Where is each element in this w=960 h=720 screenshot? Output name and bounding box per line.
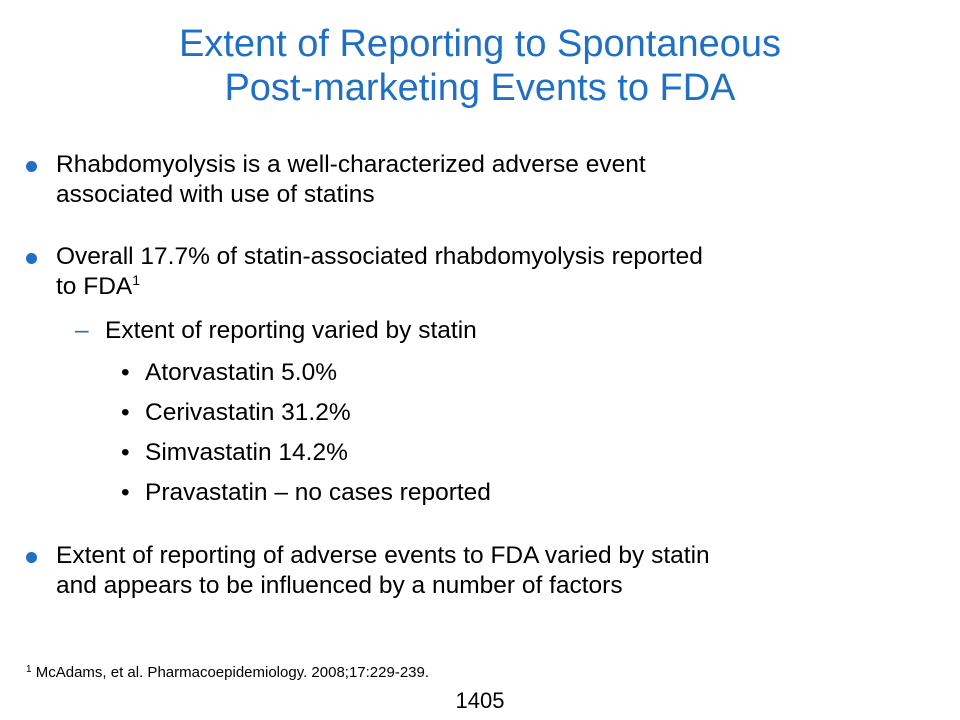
statin-item-4: • Pravastatin – no cases reported: [121, 478, 491, 508]
bullet-line: Rhabdomyolysis is a well-characterized a…: [56, 151, 646, 178]
footnote-reference: 1: [132, 272, 141, 288]
bullet-line: associated with use of statins: [56, 181, 375, 208]
slide-title: Extent of Reporting to Spontaneous Post-…: [40, 22, 920, 110]
bullet-line: to FDA: [56, 273, 133, 300]
statin-item-text: Atorvastatin 5.0%: [145, 359, 338, 386]
footnote-marker: 1: [26, 664, 32, 675]
statin-item-text: Simvastatin 14.2%: [145, 439, 348, 466]
bullet-line: Extent of reporting of adverse events to…: [56, 542, 710, 569]
statin-item-3: • Simvastatin 14.2%: [121, 438, 348, 468]
bullet-dot-icon: [26, 552, 37, 563]
bullet-line: Overall 17.7% of statin-associated rhabd…: [56, 243, 703, 270]
bullet-text: Overall 17.7% of statin-associated rhabd…: [56, 242, 926, 302]
footnote: 1 McAdams, et al. Pharmacoepidemiology. …: [26, 664, 429, 682]
slide-title-line-1: Extent of Reporting to Spontaneous: [178, 23, 782, 65]
slide-title-line-2: Post-marketing Events to FDA: [224, 67, 736, 109]
sub-bullet-item: – Extent of reporting varied by statin: [75, 316, 477, 346]
footnote-text: McAdams, et al. Pharmacoepidemiology. 20…: [35, 664, 430, 681]
bullet-dot-icon: [26, 253, 37, 264]
bullet-line: and appears to be influenced by a number…: [56, 572, 623, 599]
sub-bullet-text: Extent of reporting varied by statin: [105, 317, 477, 344]
bullet-text: Extent of reporting of adverse events to…: [56, 541, 926, 601]
page-number: 1405: [455, 688, 505, 713]
bullet-item-3: Extent of reporting of adverse events to…: [26, 541, 926, 601]
small-bullet-icon: •: [121, 399, 130, 426]
statin-item-2: • Cerivastatin 31.2%: [121, 398, 351, 428]
bullet-text: Rhabdomyolysis is a well-characterized a…: [56, 150, 926, 210]
statin-item-1: • Atorvastatin 5.0%: [121, 358, 337, 388]
statin-item-text: Cerivastatin 31.2%: [145, 399, 351, 426]
small-bullet-icon: •: [121, 439, 130, 466]
bullet-item-1: Rhabdomyolysis is a well-characterized a…: [26, 150, 926, 210]
sub-bullet-dash-icon: –: [75, 317, 89, 344]
small-bullet-icon: •: [121, 359, 130, 386]
statin-item-text: Pravastatin – no cases reported: [145, 479, 491, 506]
bullet-item-2: Overall 17.7% of statin-associated rhabd…: [26, 242, 926, 302]
small-bullet-icon: •: [121, 479, 130, 506]
bullet-dot-icon: [26, 161, 37, 172]
